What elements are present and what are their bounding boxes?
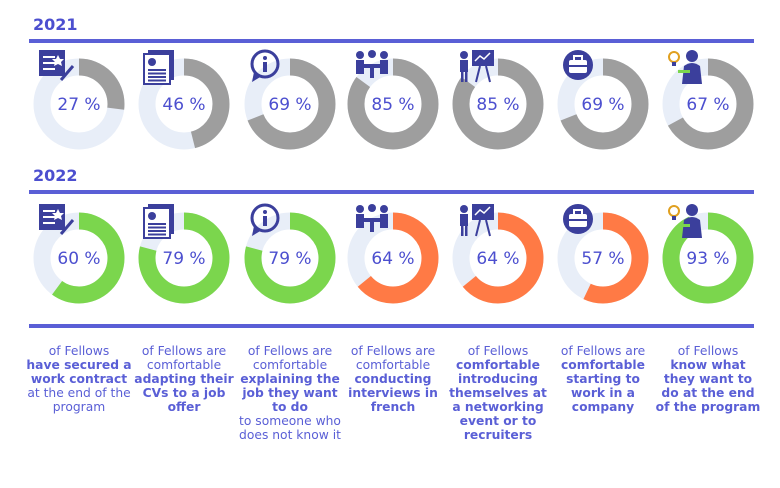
donut-percent-label: 69 % [581, 95, 624, 115]
donut-percent-label: 69 % [268, 95, 311, 115]
caption-7: of Fellows know what they want to do at t… [655, 344, 761, 414]
donut-percent-label: 64 % [371, 249, 414, 269]
donut-percent-label: 27 % [57, 95, 100, 115]
cv-icon [143, 204, 174, 239]
caption-highlight: adapting their CVs to a job offer [134, 372, 234, 414]
certificate-icon [39, 50, 75, 81]
caption-prefix: of Fellows [48, 344, 110, 358]
presentation-icon [460, 50, 494, 83]
caption-prefix: of Fellows [677, 344, 739, 358]
donut-percent-label: 93 % [686, 249, 729, 269]
donut-percent-label: 67 % [686, 95, 729, 115]
caption-5: of Fellows comfortable introducing themse… [445, 344, 551, 442]
donut-value-arc [557, 212, 649, 304]
caption-prefix: of Fellows are [560, 344, 646, 358]
caption-3: of Fellows are comfortable explaining the… [237, 344, 343, 442]
interview-icon [356, 50, 388, 78]
donut-value-arc [662, 212, 754, 304]
caption-prefix: of Fellows are comfortable [247, 344, 333, 372]
caption-highlight: know what they want to do at the end of … [655, 358, 761, 414]
caption-highlight: conducting interviews in french [348, 372, 438, 414]
caption-2: of Fellows are comfortable adapting their… [131, 344, 237, 414]
donut-value-arc [138, 212, 230, 304]
caption-1: of Fellows have secured a work contract at… [26, 344, 132, 414]
year-2021-heading: 2021 [33, 15, 78, 34]
donut-percent-label: 85 % [476, 95, 519, 115]
info-icon [250, 49, 280, 82]
donut-percent-label: 79 % [268, 249, 311, 269]
donut-percent-label: 64 % [476, 249, 519, 269]
donut-value-arc [452, 58, 544, 150]
caption-4: of Fellows are comfortable conducting int… [340, 344, 446, 414]
donut-value-arc [347, 58, 439, 150]
donut-percent-label: 57 % [581, 249, 624, 269]
donut-value-arc [347, 212, 439, 304]
caption-highlight: comfortable introducing themselves at a … [449, 358, 547, 442]
interview-icon [356, 204, 388, 232]
donut-value-arc [33, 58, 125, 150]
caption-prefix: of Fellows are comfortable [350, 344, 436, 372]
donut-percent-label: 79 % [162, 249, 205, 269]
donut-charts: 27 % 46 % 69 % 85 % 85 % 69 % 67 % 60 % 79 % 79 %… [33, 49, 754, 304]
donut-value-arc [557, 58, 649, 150]
donut-value-arc [244, 58, 336, 150]
idea-person-icon [668, 204, 702, 238]
caption-prefix: of Fellows [467, 344, 529, 358]
donut-value-arc [244, 212, 336, 304]
caption-6: of Fellows are comfortable starting to wo… [550, 344, 656, 414]
donut-value-arc [452, 212, 544, 304]
donut-value-arc [33, 212, 125, 304]
info-icon [250, 203, 280, 236]
certificate-icon [39, 204, 75, 235]
caption-highlight: explaining the job they want to do [240, 372, 340, 414]
caption-suffix: at the end of the program [27, 386, 131, 414]
divider-bottom [29, 324, 754, 328]
donut-percent-label: 85 % [371, 95, 414, 115]
donut-percent-label: 60 % [57, 249, 100, 269]
cv-icon [143, 50, 174, 85]
donut-percent-label: 46 % [162, 95, 205, 115]
donut-value-arc [138, 58, 230, 150]
year-2022-heading: 2022 [33, 166, 78, 185]
caption-prefix: of Fellows are comfortable [141, 344, 227, 372]
donut-value-arc [662, 58, 754, 150]
caption-highlight: comfortable starting to work in a compan… [561, 358, 645, 414]
divider-top [29, 39, 754, 43]
presentation-icon [460, 204, 494, 237]
briefcase-icon [563, 50, 593, 80]
briefcase-icon [563, 204, 593, 234]
caption-highlight: have secured a work contract [26, 358, 132, 386]
divider-middle [29, 190, 754, 194]
caption-suffix: to someone who does not know it [239, 414, 341, 442]
idea-person-icon [668, 50, 702, 84]
